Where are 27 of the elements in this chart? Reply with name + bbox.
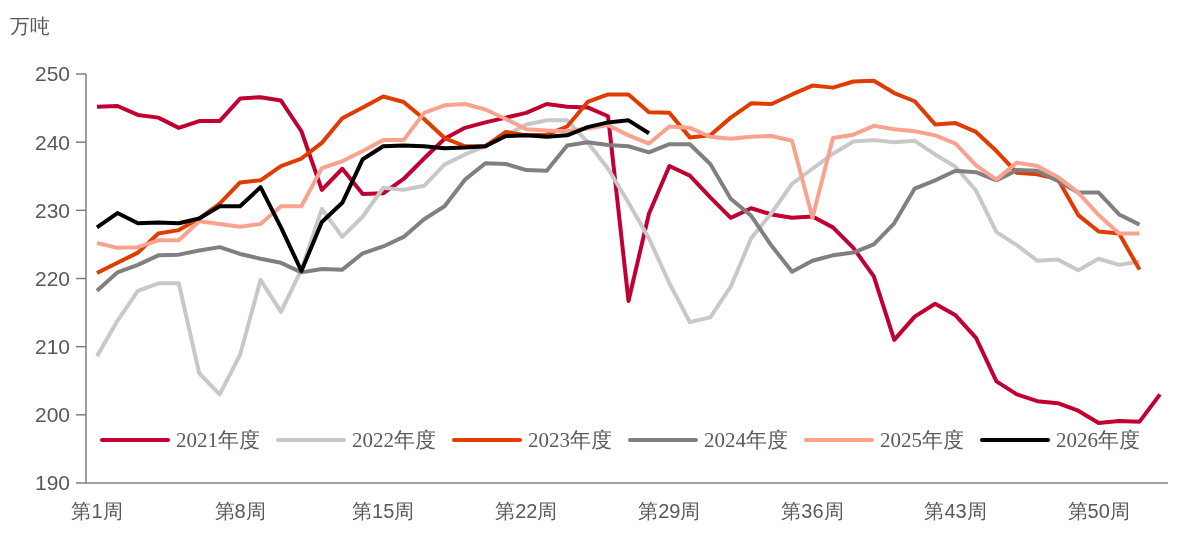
x-tick-label: 第29周 <box>638 500 701 522</box>
line-series <box>95 101 1142 250</box>
x-tick-label: 第43周 <box>924 500 987 522</box>
legend-label: 2023年度 <box>528 428 612 452</box>
y-tick-label: 230 <box>34 198 70 222</box>
y-axis-title: 万吨 <box>10 15 50 37</box>
y-tick-label: 210 <box>34 335 70 359</box>
x-tick-label: 第36周 <box>781 500 844 522</box>
y-tick-label: 240 <box>34 130 70 154</box>
legend-label: 2024年度 <box>704 428 788 452</box>
y-tick-label: 190 <box>34 471 70 495</box>
legend-label: 2021年度 <box>176 428 260 452</box>
legend-label: 2022年度 <box>352 428 436 452</box>
x-tick-label: 第22周 <box>495 500 558 522</box>
x-tick-label: 第15周 <box>352 500 415 522</box>
line-series <box>95 118 1142 397</box>
x-tick-label: 第8周 <box>214 500 266 522</box>
x-tick-label: 第50周 <box>1067 500 1130 522</box>
y-tick-label: 220 <box>34 266 70 290</box>
line-series <box>95 95 1162 426</box>
legend-label: 2026年度 <box>1056 428 1140 452</box>
y-tick-label: 250 <box>34 62 70 86</box>
line-series <box>95 140 1142 293</box>
y-tick-label: 200 <box>34 403 70 427</box>
line-series <box>95 118 651 273</box>
legend-label: 2025年度 <box>880 428 964 452</box>
x-tick-label: 第1周 <box>71 500 123 522</box>
